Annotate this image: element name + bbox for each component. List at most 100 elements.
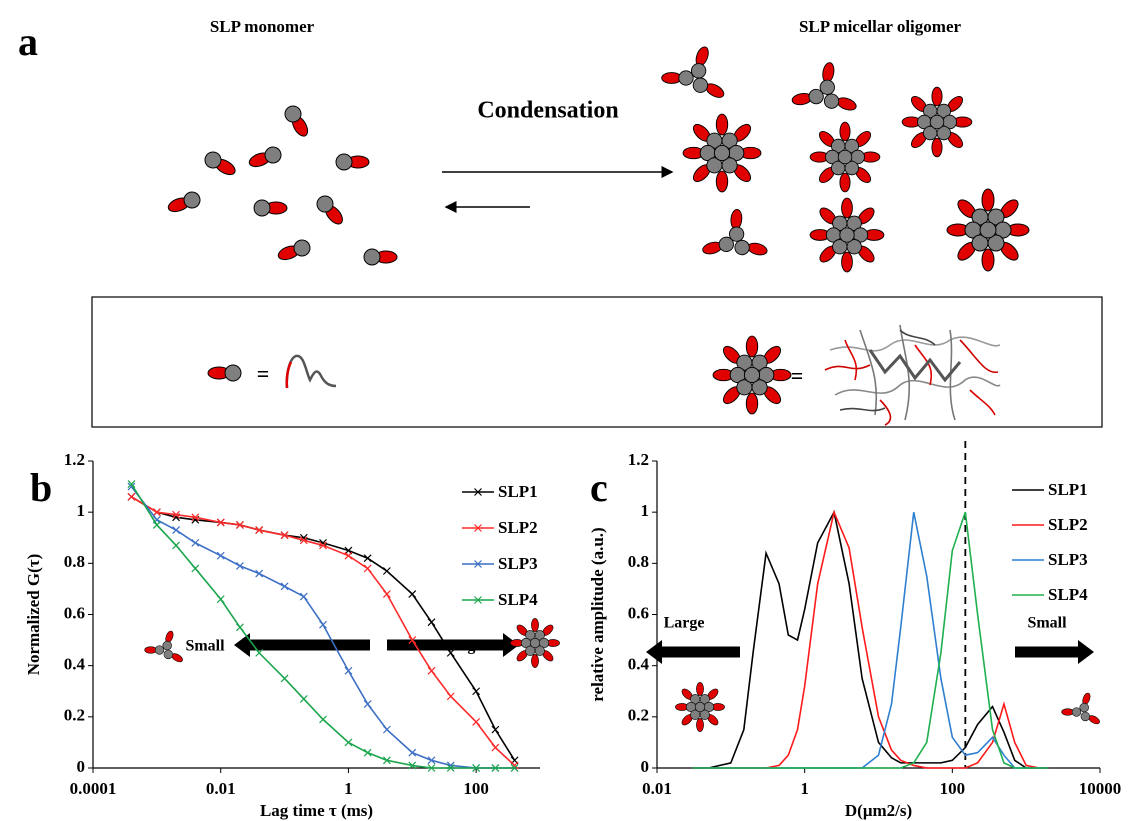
series-marker <box>363 700 372 708</box>
series-marker <box>319 620 327 629</box>
key-oligomer <box>712 335 792 415</box>
y-tick-label: 1 <box>77 501 86 520</box>
legend-label: SLP2 <box>1048 515 1088 534</box>
series-marker <box>216 595 225 604</box>
series-line <box>692 509 1049 769</box>
legend-label: SLP3 <box>1048 550 1088 569</box>
series-line <box>692 509 1049 769</box>
series-marker <box>319 541 327 550</box>
series-marker <box>363 564 372 573</box>
annotation: Large <box>442 638 483 655</box>
series-marker <box>236 561 244 570</box>
oligomers <box>661 44 1030 273</box>
large-arrow-head <box>503 633 519 657</box>
series-marker <box>152 508 161 517</box>
series-marker <box>344 738 353 747</box>
series-marker <box>299 695 308 703</box>
series-marker <box>382 725 391 734</box>
monomer-structure <box>285 354 337 389</box>
series-marker <box>236 623 244 632</box>
y-tick-label: 0.2 <box>64 706 85 725</box>
series-line <box>131 496 516 767</box>
x-axis-title: D(μm2/s) <box>845 801 912 820</box>
legend-marker <box>474 560 482 568</box>
y-tick-label: 1.2 <box>64 450 85 469</box>
series-marker <box>408 590 417 598</box>
x-tick-label: 0.0001 <box>70 779 117 798</box>
y-tick-label: 0.6 <box>64 603 85 622</box>
arrow-label: Condensation <box>477 98 618 124</box>
small-arrow-head <box>1078 640 1094 664</box>
monomer-structure-red <box>285 361 293 389</box>
series-marker <box>255 569 264 578</box>
series-marker <box>427 756 436 765</box>
oligomer-title: SLP micellar oligomer <box>799 17 962 36</box>
key-monomer <box>207 364 242 382</box>
series-marker <box>319 715 327 724</box>
series-marker <box>172 526 181 534</box>
legend-label: SLP1 <box>1048 480 1088 499</box>
oligomer-structure <box>824 324 1001 426</box>
series-marker <box>427 764 436 772</box>
large-arrow-head <box>646 640 662 664</box>
y-tick-label: 0 <box>77 757 86 776</box>
series-marker <box>446 764 455 772</box>
series-marker <box>427 618 436 627</box>
series-marker <box>408 748 417 757</box>
series-marker <box>280 674 289 683</box>
x-axis-title: Lag time τ (ms) <box>260 801 373 820</box>
series-marker <box>191 513 200 522</box>
x-tick-label: 100 <box>940 779 966 798</box>
panel-label: c <box>590 465 608 510</box>
series-marker <box>216 518 225 527</box>
legend-label: SLP4 <box>498 590 538 609</box>
panel-label: b <box>30 465 52 510</box>
series-marker <box>280 582 289 591</box>
series-marker <box>172 510 181 519</box>
series-marker <box>408 636 417 645</box>
panel-label: a <box>18 19 38 64</box>
icon-monomer <box>144 629 185 664</box>
series-marker <box>191 564 200 573</box>
small-arrow-head <box>234 633 250 657</box>
series-marker <box>216 551 225 560</box>
x-tick-label: 1 <box>344 779 353 798</box>
legend-marker <box>474 596 482 604</box>
y-axis-title: relative amplitude (a.u.) <box>588 527 607 701</box>
series-marker <box>491 725 500 734</box>
series-marker <box>191 538 200 547</box>
legend-marker <box>474 488 482 496</box>
series-marker <box>363 748 372 757</box>
annotation: Small <box>1027 615 1067 632</box>
x-tick-label: 100 <box>463 779 489 798</box>
series-marker <box>172 541 181 550</box>
series-marker <box>280 531 289 540</box>
x-tick-label: 1 <box>800 779 809 798</box>
equals-sign: = <box>791 363 804 388</box>
series-marker <box>491 743 500 752</box>
series-marker <box>446 648 455 657</box>
series-marker <box>382 567 391 575</box>
legend-label: SLP1 <box>498 482 538 501</box>
key-box <box>91 296 1103 428</box>
legend-label: SLP4 <box>1048 585 1088 604</box>
icon-oligomer <box>675 682 725 732</box>
y-tick-label: 0.6 <box>628 603 649 622</box>
x-tick-label: 0.01 <box>642 779 672 798</box>
series-marker <box>255 526 264 534</box>
y-tick-label: 0.4 <box>628 655 650 674</box>
monomer-title: SLP monomer <box>210 17 315 36</box>
legend-label: SLP3 <box>498 554 538 573</box>
y-tick-label: 1 <box>641 501 650 520</box>
y-tick-label: 0.8 <box>628 552 649 571</box>
annotation: Small <box>185 638 225 655</box>
series-marker <box>299 592 308 601</box>
series-line <box>692 511 1049 769</box>
series-marker <box>446 692 455 701</box>
series-marker <box>363 554 372 563</box>
series-marker <box>510 764 519 772</box>
series-marker <box>408 761 417 770</box>
series-marker <box>382 590 391 598</box>
series-marker <box>382 756 391 765</box>
